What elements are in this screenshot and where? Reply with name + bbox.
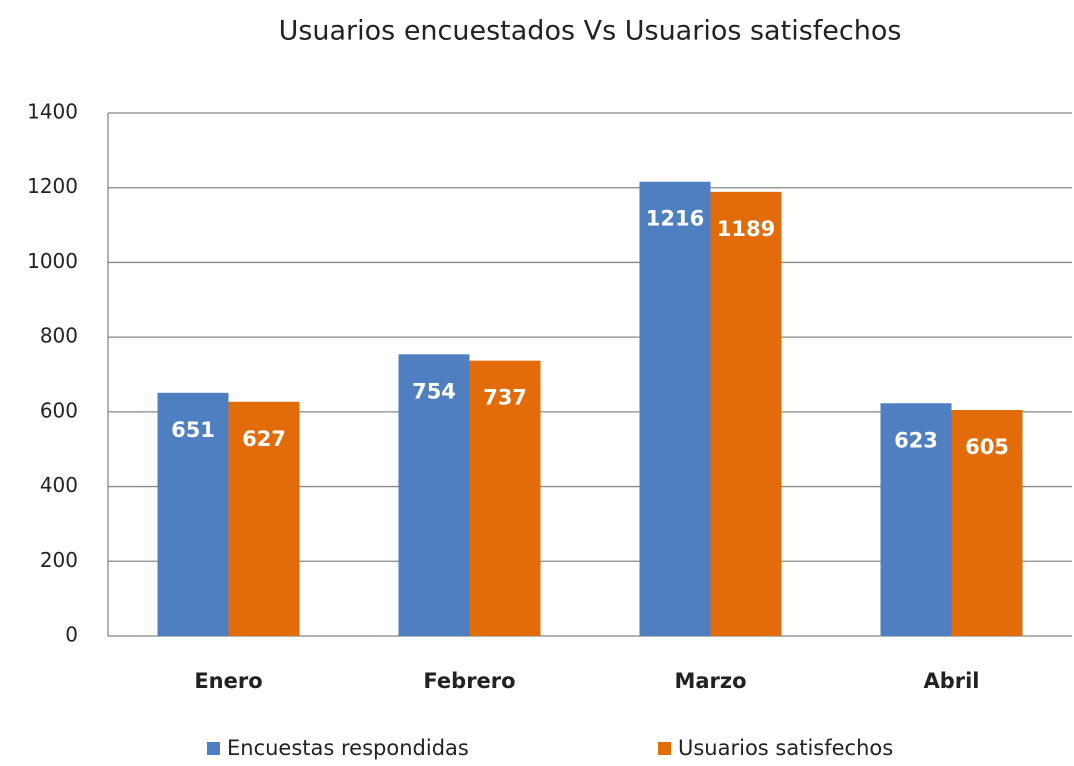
bar — [157, 392, 229, 636]
y-tick-label: 1400 — [27, 100, 78, 124]
y-tick-label: 1200 — [27, 174, 78, 198]
legend-label: Encuestas respondidas — [227, 736, 469, 760]
x-tick-label: Abril — [923, 669, 979, 693]
bar — [228, 401, 300, 636]
value-label: 1189 — [717, 217, 775, 241]
value-label: 1216 — [646, 207, 704, 231]
x-tick-label: Febrero — [423, 669, 515, 693]
value-label: 623 — [894, 428, 938, 452]
y-tick-label: 1000 — [27, 249, 78, 273]
value-label: 754 — [412, 379, 456, 403]
bar — [710, 191, 782, 636]
legend-label: Usuarios satisfechos — [678, 736, 893, 760]
bar — [398, 354, 470, 636]
value-label: 651 — [171, 418, 215, 442]
bar — [469, 360, 541, 636]
bar — [951, 409, 1023, 636]
bar — [880, 403, 952, 636]
value-label: 737 — [483, 386, 527, 410]
x-tick-label: Enero — [194, 669, 262, 693]
chart-title: Usuarios encuestados Vs Usuarios satisfe… — [279, 16, 902, 47]
y-tick-label: 400 — [40, 473, 78, 497]
y-tick-label: 200 — [40, 548, 78, 572]
legend-swatch — [658, 742, 671, 755]
y-tick-label: 800 — [40, 324, 78, 348]
bar — [639, 181, 711, 637]
y-tick-label: 0 — [65, 623, 78, 647]
value-label: 627 — [242, 427, 286, 451]
x-tick-label: Marzo — [674, 669, 746, 693]
y-tick-label: 600 — [40, 398, 78, 422]
value-label: 605 — [965, 435, 1009, 459]
legend-swatch — [207, 742, 220, 755]
